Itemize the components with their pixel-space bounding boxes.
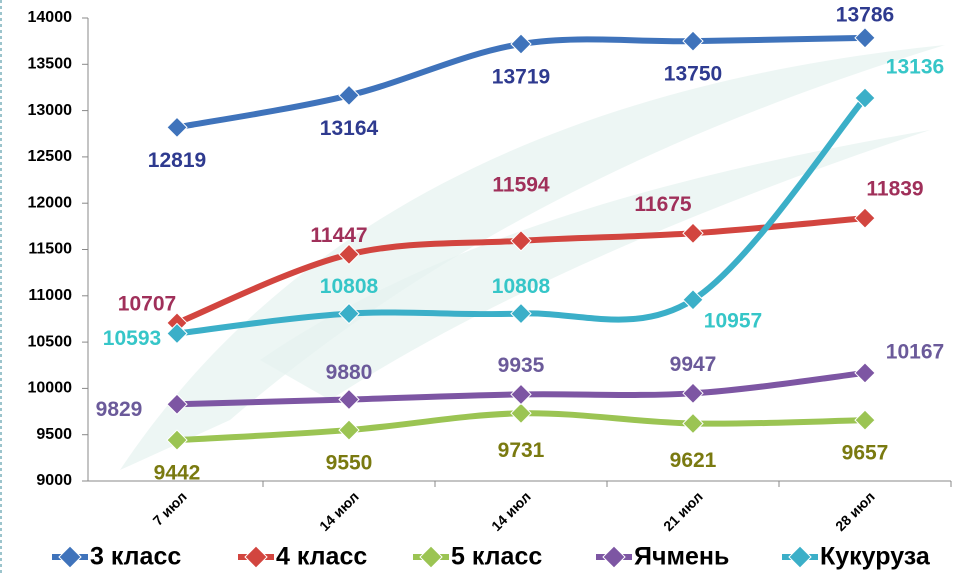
x-tick-label: 14 июл (316, 488, 362, 534)
data-label: 13136 (886, 56, 944, 79)
point (166, 322, 188, 345)
legend-label: 4 класс (276, 543, 367, 571)
y-tick-label: 10500 (28, 333, 73, 350)
data-label: 10957 (704, 309, 762, 332)
point (510, 402, 532, 425)
legend-label: Кукуруза (820, 543, 931, 571)
data-label: 9550 (326, 452, 373, 475)
point (338, 84, 360, 107)
data-label: 10593 (103, 327, 161, 350)
point (338, 388, 360, 411)
point (854, 409, 876, 431)
y-tick-label: 12500 (28, 148, 73, 165)
data-label: 9829 (96, 398, 143, 421)
point (166, 116, 188, 139)
data-label: 10808 (492, 275, 551, 298)
point (510, 230, 532, 252)
legend-item: 3 класс (52, 543, 181, 571)
legend-label: Ячмень (634, 543, 729, 571)
point (166, 429, 188, 451)
data-label: 9947 (670, 353, 717, 376)
x-tick-label: 28 июл (832, 488, 878, 534)
legend-marker (58, 545, 82, 569)
y-tick-label: 9000 (36, 472, 72, 489)
watermark (120, 45, 945, 470)
point (854, 27, 876, 49)
data-label: 9621 (670, 449, 717, 472)
point (510, 33, 532, 55)
watermark (260, 130, 930, 400)
legend-marker (602, 545, 626, 569)
legend-item: Ячмень (596, 543, 729, 571)
point (510, 383, 532, 406)
point (510, 302, 532, 325)
legend-item: 5 класс (413, 543, 542, 571)
y-tick-label: 11500 (28, 241, 72, 258)
legend-marker (419, 545, 443, 569)
data-label: 13719 (492, 66, 550, 89)
data-label: 13164 (320, 117, 379, 140)
data-label: 9442 (154, 462, 201, 485)
point (682, 412, 704, 435)
y-tick-label: 9500 (36, 426, 72, 443)
point (338, 419, 360, 441)
point (854, 87, 876, 109)
point (338, 302, 360, 325)
legend-marker (788, 545, 812, 569)
y-tick-label: 14000 (28, 9, 73, 26)
data-label: 12819 (148, 149, 206, 172)
legend-marker (244, 545, 268, 569)
data-label: 13786 (836, 3, 894, 26)
data-label: 11447 (310, 224, 367, 247)
point (854, 207, 876, 229)
x-tick-label: 14 июл (488, 488, 534, 534)
data-label: 9880 (326, 361, 373, 384)
point (166, 393, 188, 415)
y-tick-label: 12000 (28, 194, 73, 211)
data-label: 9731 (498, 439, 545, 462)
x-tick-label: 21 июл (660, 488, 706, 534)
point (682, 382, 704, 405)
data-label: 9657 (842, 442, 889, 465)
y-tick-label: 13000 (28, 102, 73, 119)
point (682, 289, 704, 311)
data-label: 10707 (118, 292, 176, 315)
data-label: 11839 (866, 178, 923, 201)
point (338, 243, 360, 266)
y-tick-label: 13500 (28, 56, 73, 73)
legend-label: 3 класс (90, 543, 181, 571)
data-label: 11594 (492, 173, 550, 196)
data-label: 11675 (634, 193, 692, 216)
point (682, 30, 704, 52)
legend-item: 4 класс (238, 543, 367, 571)
y-tick-label: 10000 (28, 380, 73, 397)
y-tick-label: 11000 (28, 287, 72, 304)
data-label: 13750 (664, 63, 722, 86)
x-tick-label: 7 июл (150, 488, 190, 528)
point (682, 222, 704, 245)
legend-label: 5 класс (451, 543, 542, 571)
data-label: 9935 (498, 354, 545, 377)
data-label: 10167 (886, 340, 944, 363)
data-label: 10808 (320, 275, 379, 298)
point (854, 362, 876, 384)
legend-item: Кукуруза (782, 543, 931, 571)
